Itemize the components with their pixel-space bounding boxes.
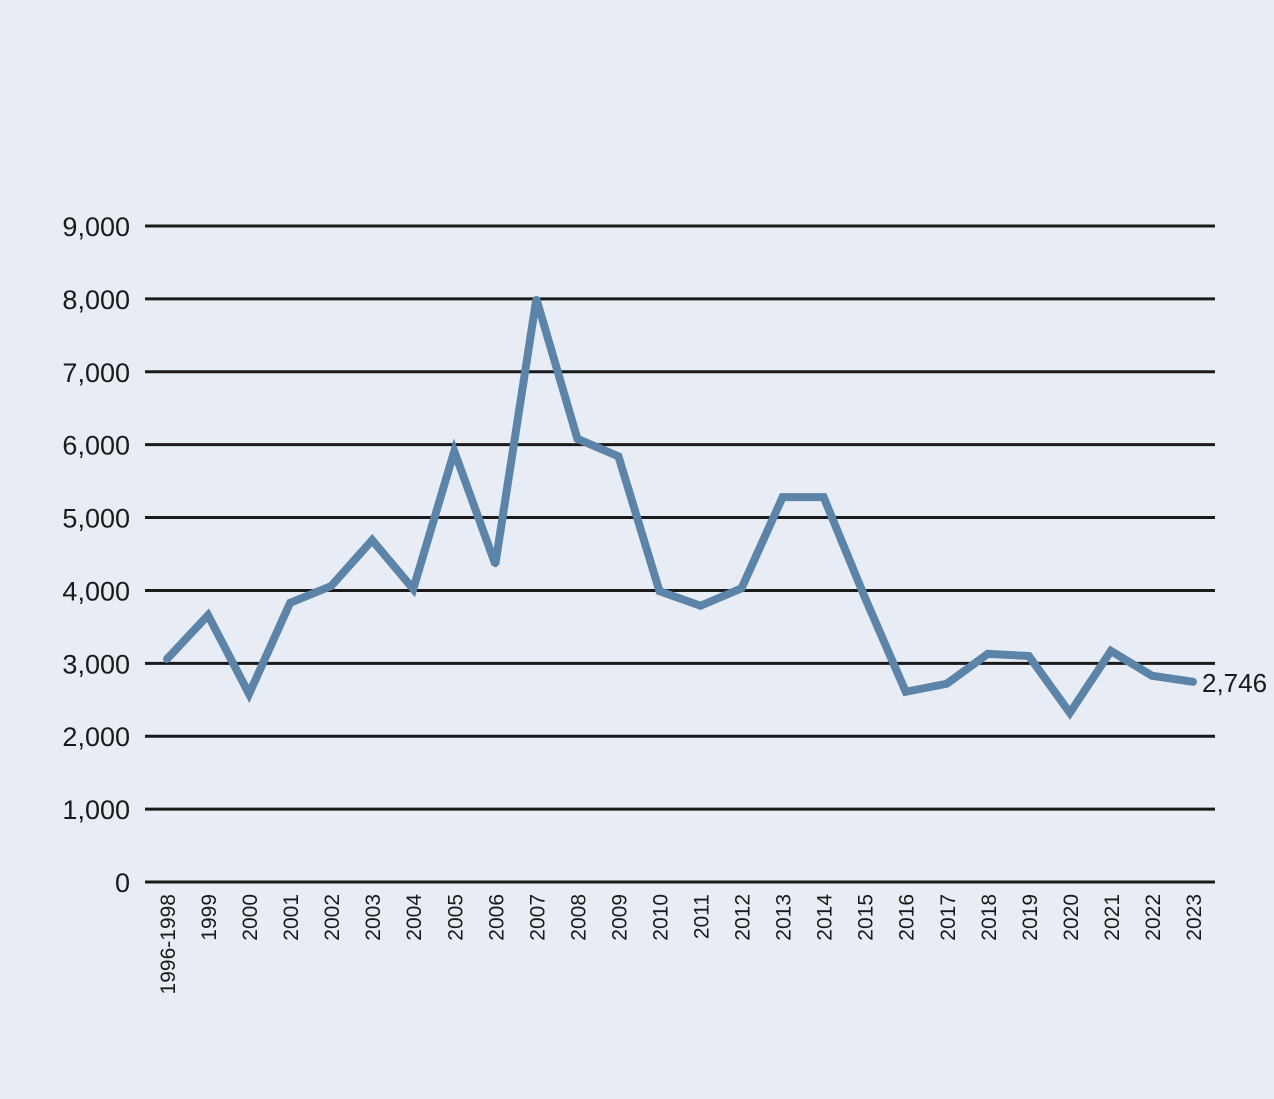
data-point: [697, 602, 704, 609]
data-point: [1190, 678, 1196, 685]
x-tick-label: 2006: [485, 894, 508, 941]
data-point: [164, 655, 170, 662]
data-point: [533, 295, 540, 302]
x-tick-label: 2013: [773, 894, 796, 941]
data-point: [287, 599, 294, 606]
y-tick-label: 3,000: [62, 649, 130, 679]
x-tick-label: 2009: [608, 894, 631, 941]
y-tick-label: 0: [115, 868, 130, 898]
x-tick-label: 2018: [978, 894, 1001, 941]
data-point: [738, 585, 745, 592]
data-point: [943, 680, 950, 687]
y-tick-label: 7,000: [62, 358, 130, 388]
x-tick-label: 2014: [814, 894, 837, 941]
y-tick-label: 5,000: [62, 504, 130, 534]
data-point: [246, 690, 253, 697]
x-tick-label: 2023: [1183, 894, 1206, 941]
end-value-label: 2,746: [1202, 668, 1267, 698]
data-point: [492, 561, 499, 568]
x-tick-label: 2008: [567, 894, 590, 941]
y-axis-ticks: 0 1,000 2,000 3,000 4,000 5,000 6,000 7,000 8,00…: [62, 212, 130, 898]
data-point: [984, 650, 991, 657]
x-tick-label: 2003: [362, 894, 385, 941]
data-point: [902, 688, 909, 695]
gridlines: [145, 224, 1215, 884]
data-point: [1148, 672, 1155, 679]
x-tick-label: 2000: [239, 894, 262, 941]
x-tick-label: 2015: [855, 894, 878, 941]
x-tick-label: 1996-1998: [157, 894, 180, 994]
data-point: [1025, 653, 1032, 660]
x-tick-label: 2022: [1142, 894, 1165, 941]
data-point: [820, 494, 827, 501]
data-point: [656, 588, 663, 595]
data-point: [861, 594, 868, 601]
x-axis-ticks: 1996-1998 1999 2000 2001 2002 2003 2004 2005 200…: [157, 894, 1206, 995]
y-tick-label: 2,000: [62, 722, 130, 752]
x-tick-label: 2019: [1019, 894, 1042, 941]
data-point: [410, 585, 417, 592]
x-tick-label: 1999: [198, 894, 221, 941]
y-tick-label: 8,000: [62, 285, 130, 315]
x-tick-label: 2010: [649, 894, 672, 941]
x-tick-label: 2007: [526, 894, 549, 941]
data-point: [451, 448, 458, 455]
x-tick-label: 2017: [937, 894, 960, 941]
x-tick-label: 2016: [896, 894, 919, 941]
data-point: [1107, 647, 1114, 654]
data-point: [205, 612, 212, 619]
data-point: [328, 583, 335, 590]
data-point: [574, 435, 581, 442]
data-point: [1066, 709, 1073, 716]
data-point: [369, 537, 376, 544]
series-line: [163, 297, 1197, 720]
y-tick-label: 6,000: [62, 431, 130, 461]
y-tick-label: 4,000: [62, 576, 130, 606]
y-tick-label: 9,000: [62, 212, 130, 242]
y-tick-label: 1,000: [62, 795, 130, 825]
x-tick-label: 2021: [1101, 894, 1124, 941]
series-group: [163, 295, 1197, 720]
data-point: [615, 453, 622, 460]
x-tick-label: 2002: [321, 894, 344, 941]
x-tick-label: 2001: [280, 894, 303, 941]
data-point: [779, 494, 786, 501]
x-tick-label: 2004: [403, 894, 426, 941]
x-tick-label: 2005: [444, 894, 467, 941]
x-tick-label: 2020: [1060, 894, 1083, 941]
x-tick-label: 2011: [691, 894, 714, 939]
x-tick-label: 2012: [732, 894, 755, 941]
